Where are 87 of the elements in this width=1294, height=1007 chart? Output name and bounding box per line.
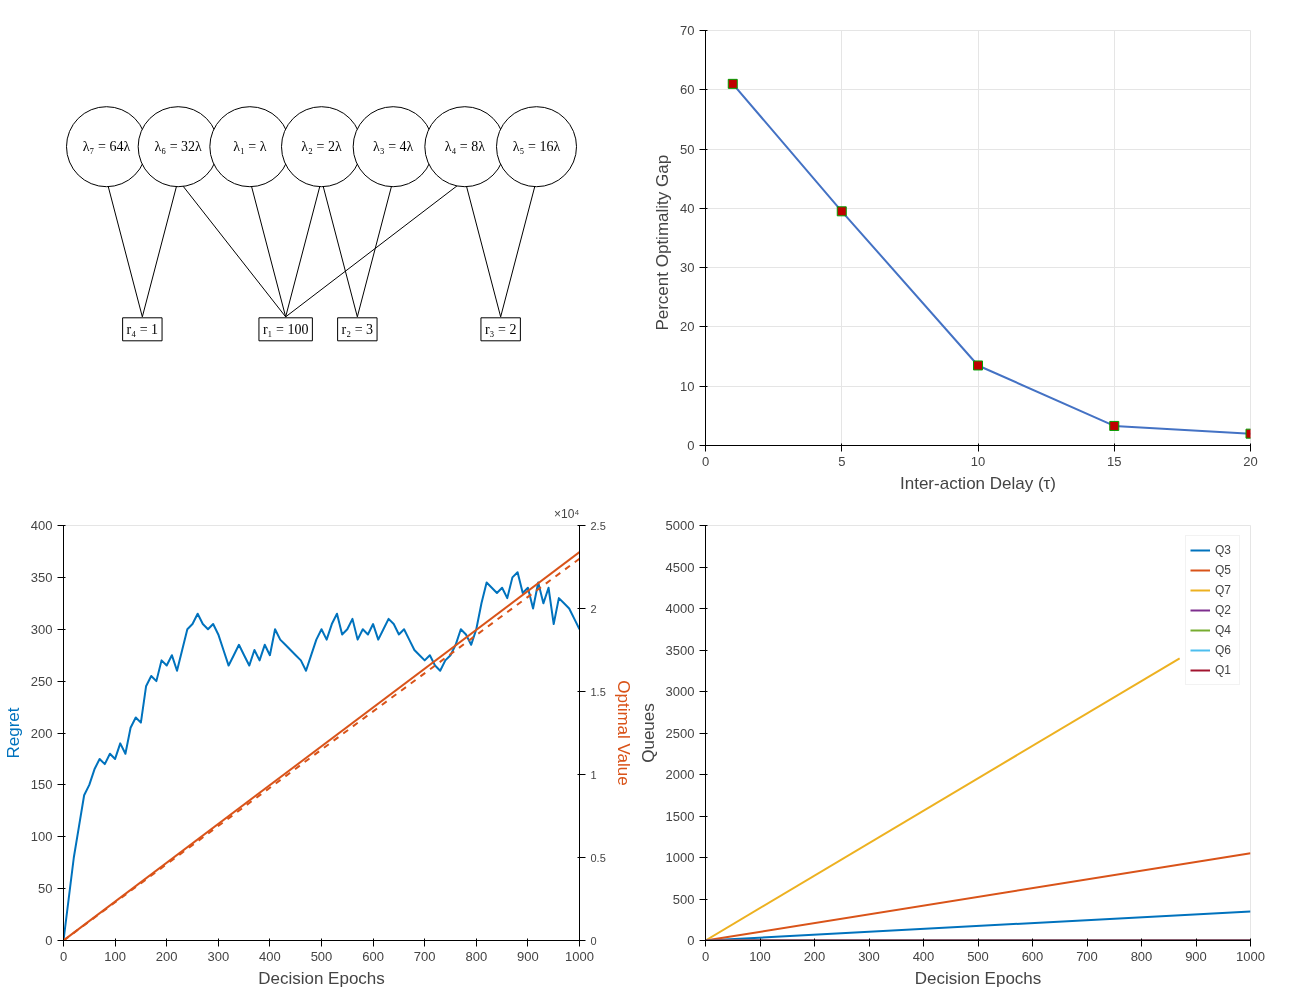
x-tick-label: 100	[749, 948, 771, 964]
category-label: λ₅ = 16λ	[512, 139, 561, 155]
x-tick-label: 700	[413, 948, 436, 964]
y2-tick-label: 0.5	[590, 851, 606, 864]
y2-tick-label: 0	[590, 934, 597, 947]
y-axis-title: Regret	[3, 707, 23, 759]
legend-label: Q1	[1215, 663, 1232, 677]
text: r₁ = 100	[262, 321, 309, 337]
y-tick-label: 200	[30, 725, 53, 741]
x-tick-label: 400	[912, 948, 935, 964]
y2-tick-label: 2	[590, 602, 597, 615]
y-axis-title: Queues	[638, 703, 658, 763]
x-tick-label: 1000	[565, 948, 594, 964]
x-tick-label: 0	[701, 948, 710, 964]
x-tick-label: 20	[1243, 453, 1258, 469]
text: r₄ = 1	[126, 321, 159, 337]
legend-label: Q6	[1215, 643, 1232, 657]
x-tick-label: 600	[1021, 948, 1044, 964]
y-tick-label: 0	[45, 933, 53, 948]
y-tick-label: 0	[687, 933, 695, 948]
text: r₂ = 3	[341, 321, 374, 337]
legend-label: Q2	[1215, 603, 1232, 617]
y2-tick-label: 2.5	[590, 519, 606, 532]
category-label: λ₄ = 8λ	[444, 139, 486, 155]
y-tick-label: 40	[680, 200, 695, 216]
x-axis-title: Inter-action Delay (τ)	[900, 473, 1057, 493]
y2-tick-label: 1.5	[590, 685, 606, 698]
y-tick-label: 3000	[665, 684, 695, 699]
x-tick-label: 200	[155, 948, 178, 964]
x-tick-label: 10	[970, 453, 986, 469]
category-label: λ₃ = 4λ	[372, 139, 414, 155]
legend-label: Q4	[1215, 623, 1232, 637]
x-tick-label: 700	[1076, 948, 1098, 964]
x-tick-label: 900	[1185, 948, 1207, 964]
category-label: λ₁ = λ	[233, 139, 267, 155]
y-tick-label: 0	[687, 438, 695, 453]
x-tick-label: 1000	[1236, 948, 1265, 964]
category-label: λ₇ = 64λ	[82, 139, 131, 155]
y-tick-label: 500	[672, 891, 695, 907]
x-tick-label: 100	[104, 948, 126, 964]
y-tick-label: 2500	[665, 725, 695, 741]
x-tick-label: 500	[310, 948, 333, 964]
text: r₃ = 2	[484, 321, 517, 337]
x-tick-label: 800	[465, 948, 488, 964]
x-tick-label: 300	[858, 948, 880, 964]
y-tick-label: 1500	[665, 808, 695, 824]
y-tick-label: 350	[30, 569, 53, 585]
y2-axis-title: Optimal Value	[613, 680, 633, 786]
y-tick-label: 4000	[665, 601, 695, 616]
legend-label: Q7	[1215, 583, 1232, 597]
y-tick-label: 2000	[665, 767, 695, 782]
y-tick-label: 30	[680, 260, 695, 276]
y-tick-label: 250	[30, 673, 53, 689]
legend-label: Q3	[1215, 543, 1232, 557]
y-tick-label: 5000	[665, 518, 695, 533]
y-tick-label: 20	[680, 319, 695, 335]
x-tick-label: 900	[517, 948, 539, 964]
x-tick-label: 200	[803, 948, 826, 964]
y-tick-label: 300	[30, 621, 53, 637]
text: ×10⁴	[553, 506, 580, 521]
x-tick-label: 600	[362, 948, 384, 964]
x-tick-label: 300	[207, 948, 230, 964]
y-tick-label: 400	[30, 518, 53, 533]
y-tick-label: 1000	[665, 850, 695, 865]
legend-label: Q5	[1215, 563, 1232, 577]
x-tick-label: 0	[701, 453, 710, 469]
x-tick-label: 800	[1130, 948, 1153, 964]
x-tick-label: 400	[259, 948, 281, 964]
category-label: λ₂ = 2λ	[301, 139, 342, 155]
x-tick-label: 5	[838, 453, 846, 469]
x-tick-label: 0	[59, 948, 68, 964]
x-tick-label: 15	[1107, 453, 1122, 469]
y-tick-label: 3500	[665, 642, 695, 658]
category-label: λ₆ = 32λ	[154, 139, 203, 155]
y-tick-label: 50	[38, 881, 53, 897]
y-tick-label: 50	[680, 141, 695, 157]
y-tick-label: 60	[680, 82, 695, 98]
x-tick-label: 500	[967, 948, 989, 964]
y-tick-label: 4500	[665, 559, 695, 575]
y-tick-label: 150	[30, 777, 53, 793]
y2-tick-label: 1	[590, 768, 597, 781]
y-tick-label: 10	[680, 378, 695, 394]
y-tick-label: 100	[30, 829, 53, 845]
y-axis-title: Percent Optimality Gap	[653, 154, 673, 331]
x-axis-title: Decision Epochs	[914, 968, 1042, 988]
y-tick-label: 70	[680, 23, 695, 38]
x-axis-title: Decision Epochs	[258, 968, 385, 988]
